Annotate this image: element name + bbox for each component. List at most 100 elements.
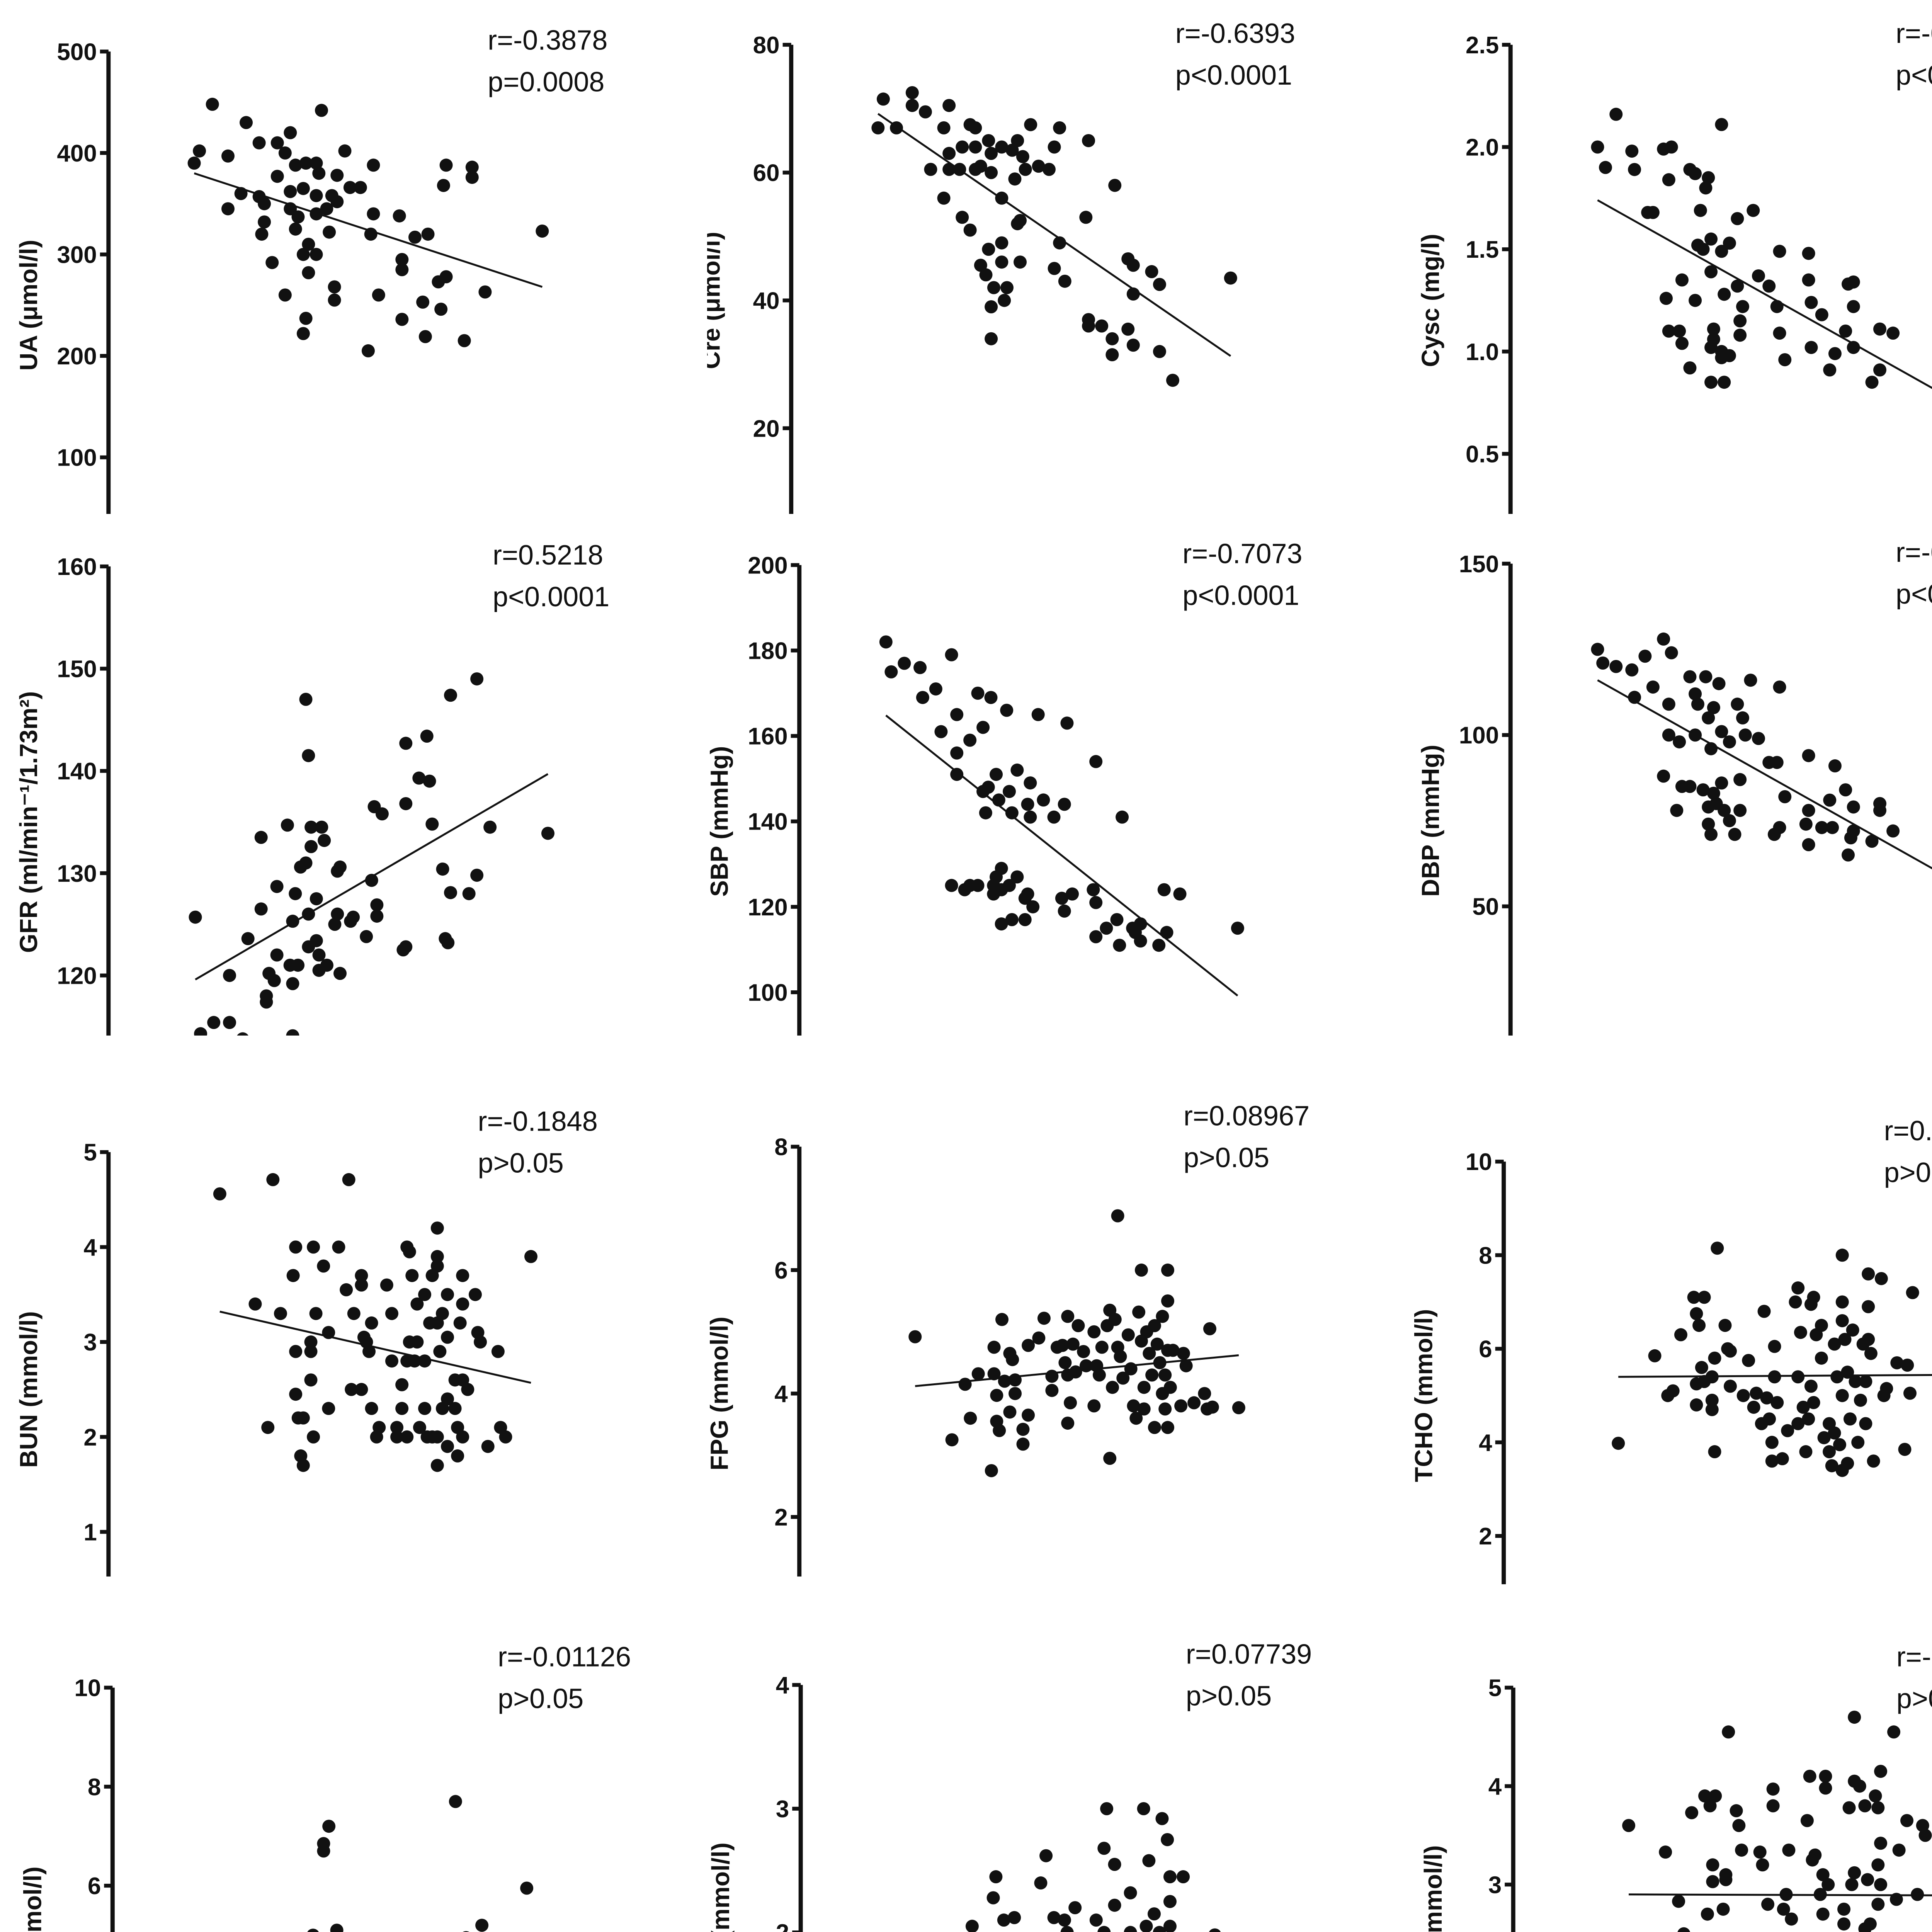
data-point <box>1718 804 1731 817</box>
data-point <box>1799 1445 1813 1459</box>
data-point <box>310 248 323 261</box>
data-point <box>1704 828 1718 841</box>
data-point <box>1839 324 1852 338</box>
data-point <box>985 1464 998 1478</box>
data-point <box>879 635 893 649</box>
data-point <box>1089 1913 1103 1927</box>
data-point <box>375 807 389 821</box>
data-point <box>241 932 255 946</box>
data-point <box>987 281 1000 294</box>
data-point <box>270 170 284 183</box>
y-axis-title: Cysc (mg/l) <box>1417 234 1444 367</box>
data-point <box>1148 1319 1161 1332</box>
data-point <box>1077 1345 1090 1358</box>
data-point <box>289 887 302 900</box>
data-point <box>1031 708 1045 721</box>
data-point <box>981 781 995 794</box>
data-point <box>1058 274 1071 288</box>
data-point <box>395 313 409 326</box>
data-point <box>1699 670 1713 684</box>
y-tick-label: 0.5 <box>1466 441 1499 468</box>
data-point <box>1736 711 1749 724</box>
data-point <box>461 1383 474 1396</box>
y-tick-label: 3 <box>83 1329 97 1356</box>
data-point <box>399 736 413 750</box>
data-point <box>1706 1875 1719 1888</box>
data-point <box>328 280 341 294</box>
data-point <box>1087 1399 1101 1413</box>
data-point <box>1016 150 1029 163</box>
data-point <box>1687 1291 1701 1304</box>
y-tick-label: 4 <box>1488 1773 1502 1800</box>
data-point <box>436 862 449 876</box>
data-point <box>974 160 987 173</box>
data-point <box>430 1221 444 1235</box>
data-point <box>1901 1358 1914 1372</box>
data-point <box>370 898 384 912</box>
data-point <box>299 156 313 170</box>
data-point <box>942 99 956 112</box>
data-point <box>1778 353 1792 366</box>
data-point <box>1108 1313 1122 1326</box>
data-point <box>1187 1396 1201 1410</box>
p-value-label: p>0.05 <box>478 1148 564 1179</box>
y-axis-title: SBP (mmHg) <box>707 746 733 897</box>
data-point <box>982 243 995 256</box>
data-point <box>1773 245 1786 258</box>
data-point <box>929 682 942 696</box>
data-point <box>1796 1400 1810 1414</box>
data-point <box>299 311 313 325</box>
y-tick-label: 5 <box>1488 1675 1502 1702</box>
correlation-r-label: r=-0.002260 <box>1896 1642 1932 1673</box>
data-point <box>1690 1307 1703 1320</box>
data-point <box>1153 345 1166 358</box>
data-point <box>405 1269 419 1282</box>
correlation-r-label: r=0.07739 <box>1186 1639 1312 1670</box>
regression-line <box>915 1354 1239 1387</box>
data-point <box>908 1330 922 1344</box>
data-point <box>347 1307 361 1320</box>
data-point <box>1174 1399 1188 1413</box>
data-point <box>444 689 457 702</box>
panel-fpg: 024680246810Elabela (ng/ml)FPG (mmol/l)r… <box>706 1063 1414 1727</box>
data-point <box>361 344 375 357</box>
data-point <box>332 1240 345 1254</box>
p-value-label: p=0.0008 <box>488 66 604 97</box>
data-point <box>444 886 457 900</box>
data-point <box>1153 278 1166 291</box>
data-point <box>365 874 378 887</box>
data-point <box>1110 913 1124 927</box>
data-point <box>1009 1387 1022 1400</box>
data-point <box>1773 680 1786 694</box>
data-point <box>1828 1337 1841 1351</box>
data-point <box>213 1187 226 1201</box>
data-point <box>1689 687 1702 701</box>
data-point <box>1689 294 1702 307</box>
data-point <box>1846 1323 1859 1337</box>
data-point <box>1747 1400 1760 1414</box>
data-point <box>1021 887 1034 901</box>
y-tick-label: 10 <box>74 1675 101 1702</box>
data-point <box>440 1330 454 1344</box>
data-point <box>1048 140 1061 154</box>
data-point <box>1045 1369 1059 1383</box>
data-point <box>365 1402 378 1415</box>
data-point <box>1121 322 1135 336</box>
data-point <box>1685 1806 1699 1820</box>
p-value-label: p<0.0001 <box>1182 580 1299 611</box>
data-point <box>1842 1801 1856 1815</box>
data-point <box>1010 870 1024 884</box>
data-point <box>451 1449 464 1463</box>
data-point <box>950 768 964 781</box>
data-point <box>1871 1898 1885 1911</box>
data-point <box>1696 783 1710 797</box>
data-point <box>1871 1858 1885 1872</box>
data-point <box>416 295 430 309</box>
data-point <box>974 259 987 272</box>
data-point <box>403 1245 416 1259</box>
data-point <box>1802 273 1815 287</box>
data-point <box>1873 363 1886 377</box>
data-point <box>330 168 344 182</box>
data-point <box>410 1335 424 1349</box>
data-point <box>365 1316 378 1330</box>
